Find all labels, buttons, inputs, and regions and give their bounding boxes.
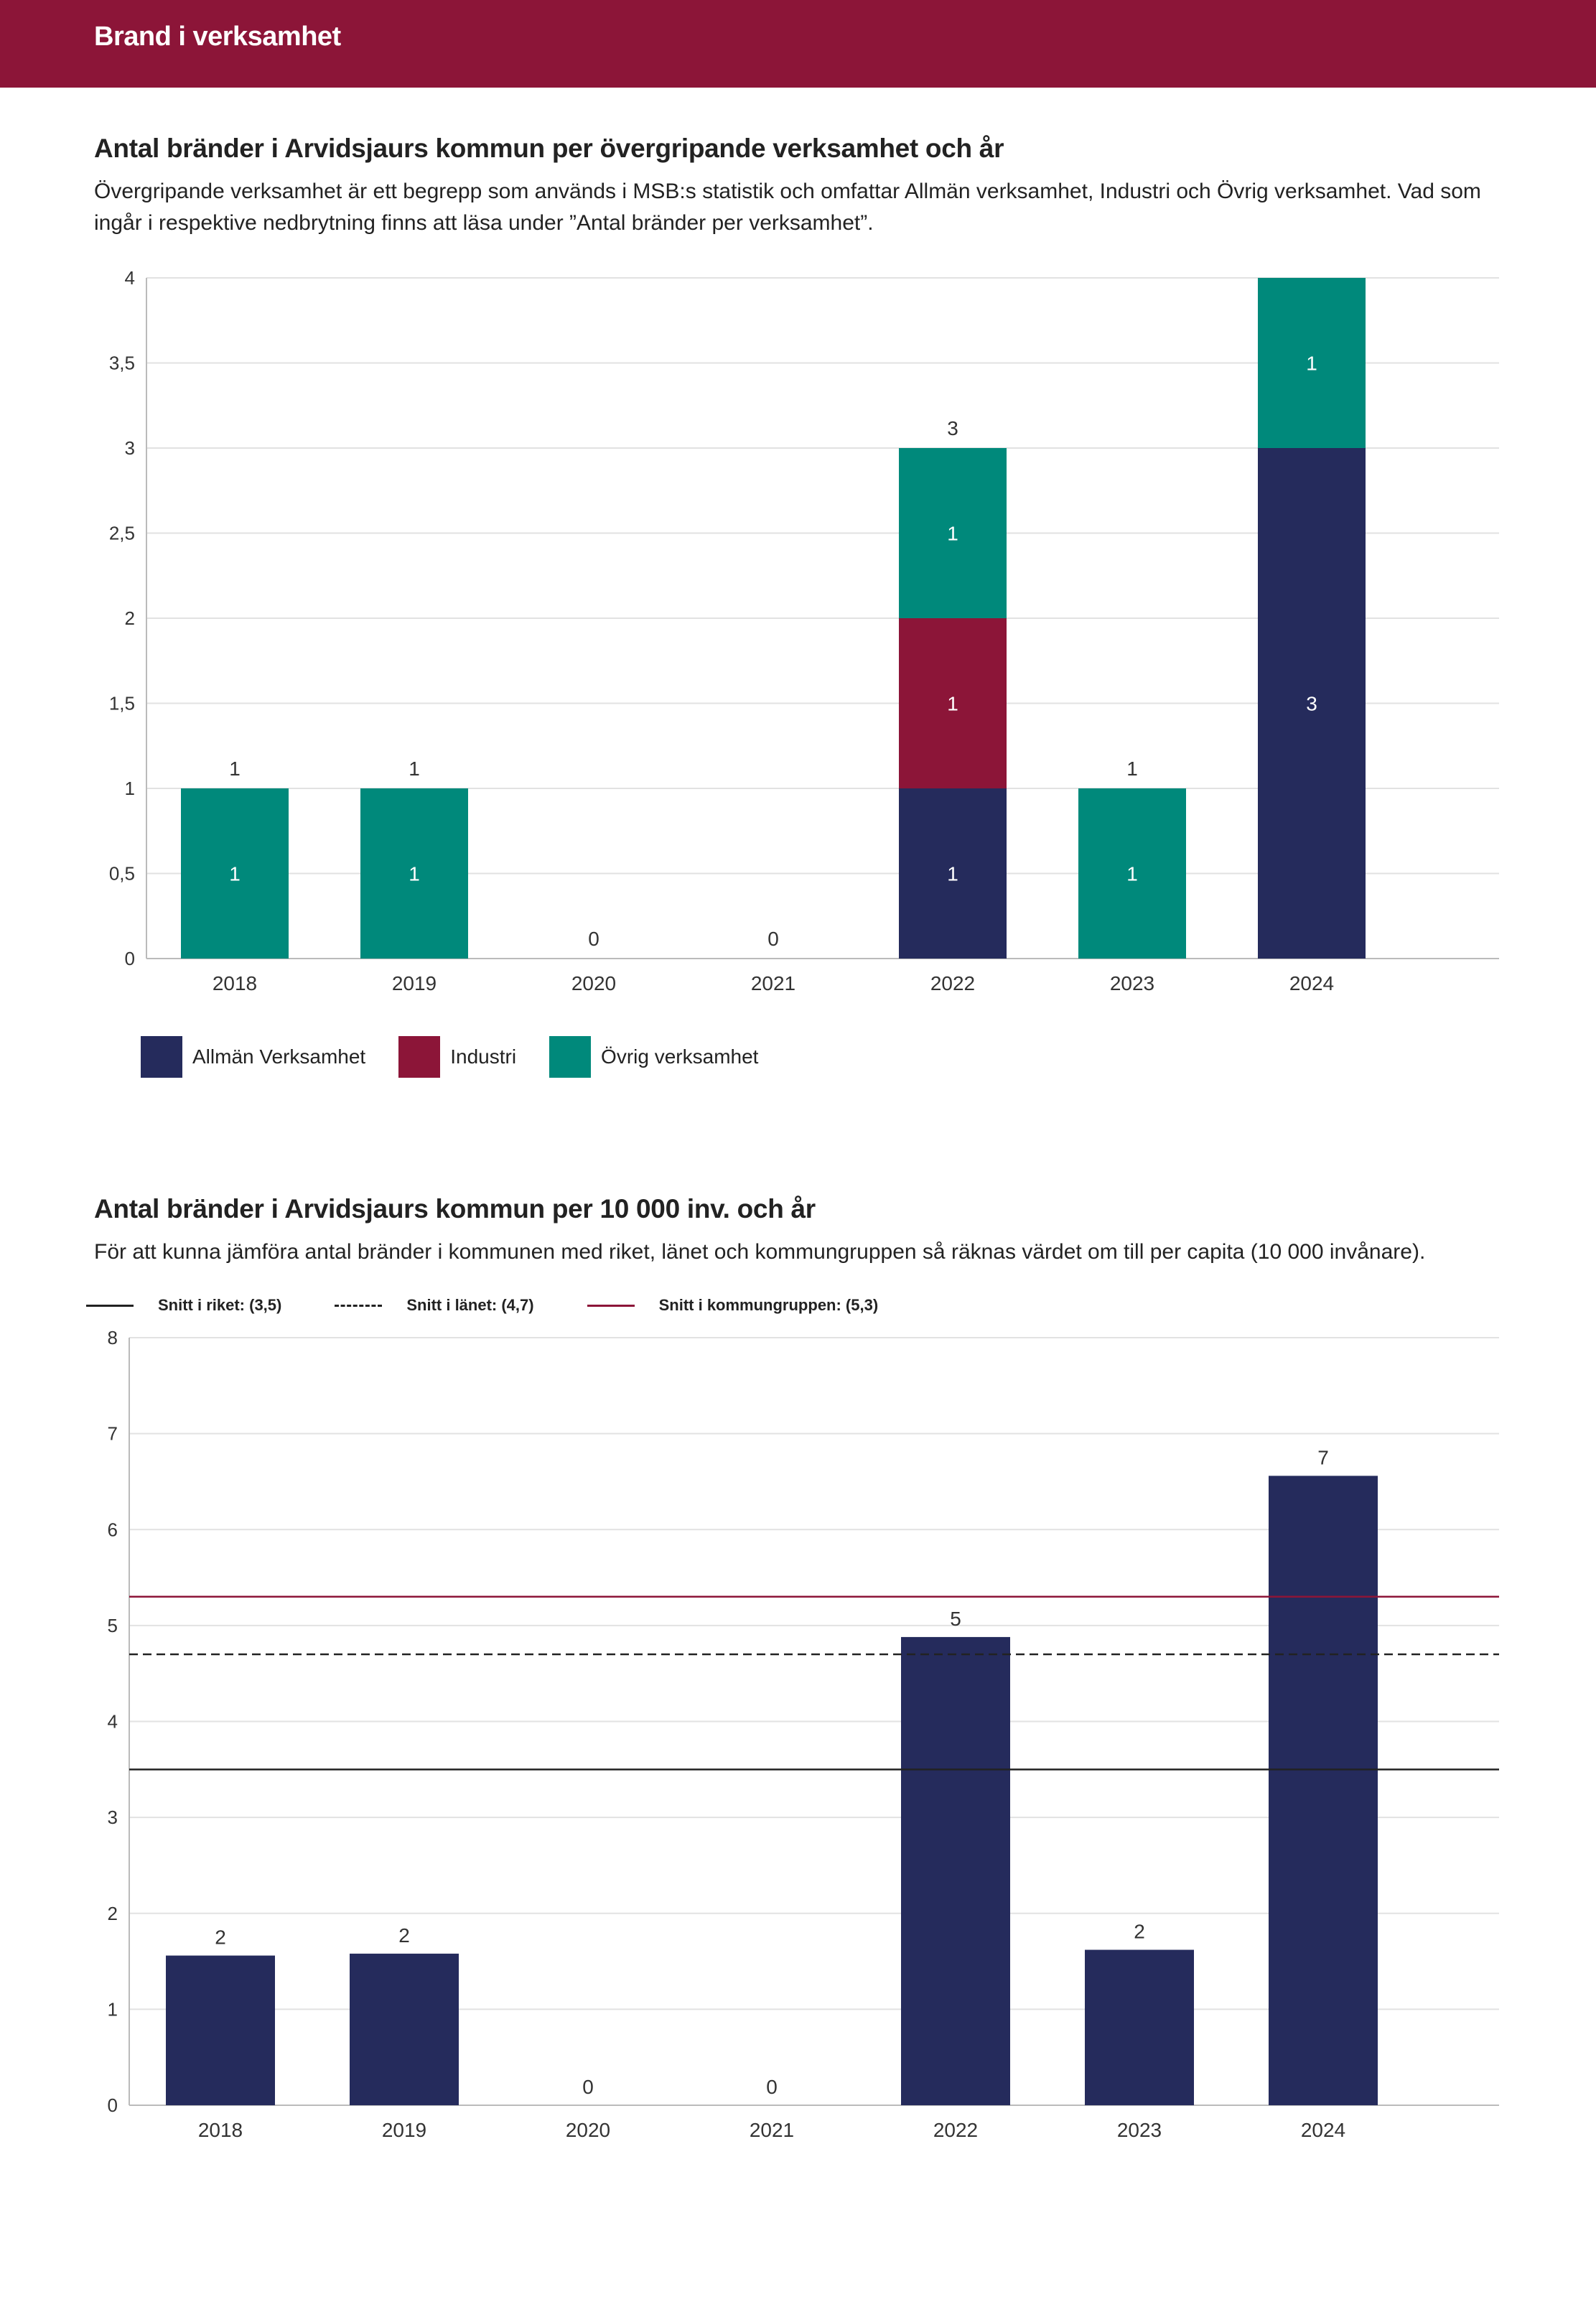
- ref-line-swatch-lanet: [335, 1304, 383, 1307]
- legend-item-industri: Industri: [398, 1036, 516, 1078]
- x-tick-label: 2018: [198, 2119, 243, 2141]
- bar-value-label: 0: [582, 2076, 594, 2098]
- bar-value-label: 7: [1317, 1446, 1329, 1468]
- ref-legend-kommungrupp: Snitt i kommungruppen: (5,3): [587, 1296, 879, 1315]
- chart2-description: För att kunna jämföra antal bränder i ko…: [94, 1240, 1426, 1264]
- chart1-title: Antal bränder i Arvidsjaurs kommun per ö…: [94, 134, 1004, 163]
- ref-line-swatch-kommungrupp: [587, 1304, 635, 1307]
- y-tick-label: 8: [108, 1327, 118, 1348]
- bar-segment-ovrig: [1078, 788, 1186, 959]
- ref-label-lanet: Snitt i länet: (4,7): [406, 1296, 534, 1314]
- legend-label-ovrig: Övrig verksamhet: [601, 1045, 759, 1068]
- x-tick-label: 2024: [1301, 2119, 1345, 2141]
- bar: [901, 1636, 1010, 2105]
- y-tick-label: 0,5: [109, 863, 135, 885]
- chart1-legend: Allmän Verksamhet Industri Övrig verksam…: [141, 1036, 791, 1078]
- x-tick-label: 2023: [1117, 2119, 1162, 2141]
- stacked-bar-chart: 0 0,5 1 1,5 2 2,5 3 3,5 4 1 1 2018 1 1 2019 0 2020 0 2021 1…: [109, 267, 1499, 994]
- y-tick-label: 5: [108, 1615, 118, 1636]
- bar: [1085, 1949, 1194, 2105]
- bar-segment-ovrig: [1258, 278, 1366, 448]
- x-tick-label: 2019: [392, 972, 437, 994]
- bar-segment-allman: [1258, 448, 1366, 959]
- y-tick-label: 4: [108, 1711, 118, 1733]
- y-tick-label: 3: [108, 1807, 118, 1828]
- y-tick-label: 2: [125, 607, 135, 629]
- x-tick-label: 2020: [571, 972, 616, 994]
- legend-swatch-industri: [398, 1036, 441, 1078]
- per-capita-bar-chart: 0 1 2 3 4 5 6 7 8 2 2018 2 2019 0 2020 0 2021 5 2022 2 2023 7…: [108, 1327, 1499, 2141]
- bar: [1269, 1476, 1378, 2105]
- bar-value-label: 0: [766, 2076, 778, 2098]
- chart1-description: Övergripande verksamhet är ett begrepp s…: [94, 180, 1481, 235]
- x-tick-label: 2020: [566, 2119, 610, 2141]
- segment-value-label: 1: [409, 863, 420, 885]
- segment-value-label: 1: [947, 523, 958, 545]
- y-tick-label: 6: [108, 1519, 118, 1540]
- bar-total-label: 1: [229, 758, 241, 780]
- bar-total-label: 0: [767, 928, 779, 950]
- x-tick-label: 2023: [1110, 972, 1154, 994]
- bar-value-label: 2: [1134, 1921, 1145, 1943]
- bar-segment-ovrig: [181, 788, 289, 959]
- ref-label-riket: Snitt i riket: (3,5): [158, 1296, 282, 1314]
- y-tick-label: 0: [108, 2094, 118, 2116]
- legend-item-allman: Allmän Verksamhet: [141, 1036, 365, 1078]
- bar: [350, 1953, 459, 2105]
- bar-total-label: 1: [409, 758, 420, 780]
- y-tick-label: 0: [125, 948, 135, 969]
- chart2-title: Antal bränder i Arvidsjaurs kommun per 1…: [94, 1194, 816, 1224]
- bar-total-label: 1: [1126, 758, 1138, 780]
- chart2-reference-legend: Snitt i riket: (3,5) Snitt i länet: (4,7…: [86, 1292, 931, 1318]
- legend-swatch-allman: [141, 1036, 182, 1078]
- ref-legend-lanet: Snitt i länet: (4,7): [335, 1296, 534, 1315]
- bar-value-label: 5: [950, 1608, 961, 1630]
- y-tick-label: 1: [125, 778, 135, 799]
- y-tick-label: 3: [125, 437, 135, 459]
- legend-item-ovrig: Övrig verksamhet: [549, 1036, 758, 1078]
- x-tick-label: 2021: [750, 2119, 794, 2141]
- y-tick-label: 7: [108, 1423, 118, 1445]
- segment-value-label: 1: [1126, 863, 1138, 885]
- segment-value-label: 1: [947, 693, 958, 715]
- y-tick-label: 3,5: [109, 353, 135, 374]
- y-tick-label: 1: [108, 1998, 118, 2020]
- bar-total-label: 3: [947, 417, 958, 439]
- bar-segment-allman: [899, 788, 1007, 959]
- x-tick-label: 2022: [933, 2119, 978, 2141]
- segment-value-label: 3: [1306, 693, 1317, 715]
- ref-label-kommungrupp: Snitt i kommungruppen: (5,3): [658, 1296, 879, 1314]
- bar-segment-industri: [899, 618, 1007, 788]
- bar-value-label: 2: [398, 1924, 410, 1947]
- y-tick-label: 2,5: [109, 523, 135, 544]
- x-tick-label: 2024: [1289, 972, 1334, 994]
- legend-label-industri: Industri: [450, 1045, 517, 1068]
- bar-segment-ovrig: [899, 448, 1007, 618]
- x-tick-label: 2022: [930, 972, 975, 994]
- segment-value-label: 1: [1306, 353, 1317, 375]
- x-tick-label: 2021: [751, 972, 795, 994]
- y-tick-label: 2: [108, 1903, 118, 1924]
- x-tick-label: 2019: [382, 2119, 426, 2141]
- ref-legend-riket: Snitt i riket: (3,5): [86, 1296, 281, 1315]
- bar-total-label: 0: [588, 928, 599, 950]
- segment-value-label: 1: [229, 863, 241, 885]
- segment-value-label: 1: [947, 863, 958, 885]
- legend-swatch-ovrig: [549, 1036, 592, 1078]
- y-tick-label: 4: [125, 267, 135, 289]
- legend-label-allman: Allmän Verksamhet: [192, 1045, 366, 1068]
- bar-value-label: 2: [215, 1926, 226, 1949]
- bar-segment-ovrig: [360, 788, 468, 959]
- ref-line-swatch-riket: [86, 1304, 134, 1307]
- page-title: Brand i verksamhet: [94, 22, 341, 52]
- header-bar: [0, 0, 1596, 88]
- bar: [166, 1955, 275, 2105]
- y-tick-label: 1,5: [109, 693, 135, 714]
- x-tick-label: 2018: [213, 972, 257, 994]
